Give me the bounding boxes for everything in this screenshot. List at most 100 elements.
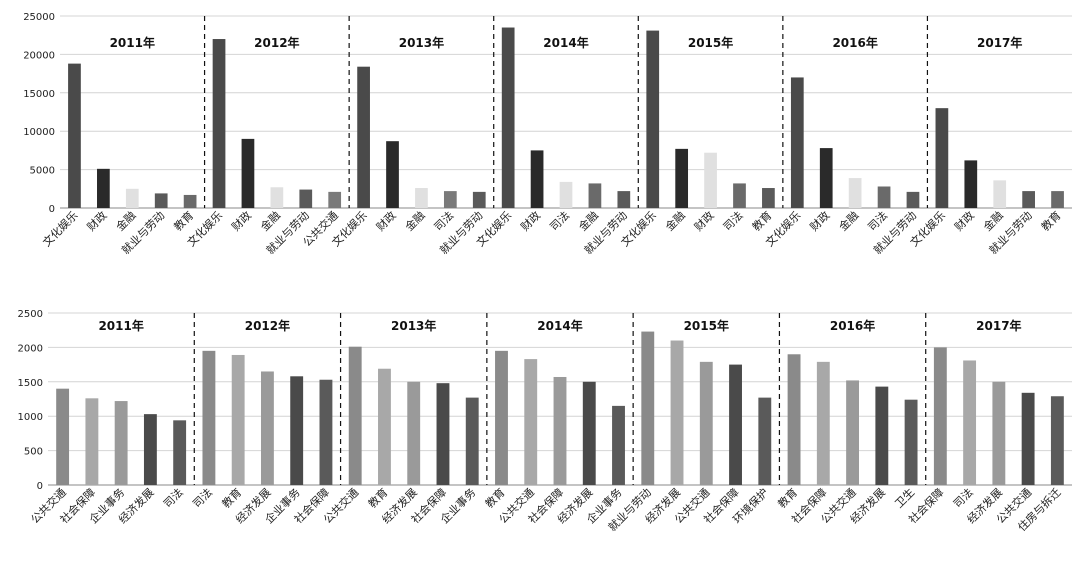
category-label: 财政 — [691, 208, 716, 233]
category-label: 财政 — [518, 208, 543, 233]
category-label: 金融 — [402, 208, 427, 233]
bar — [241, 138, 255, 208]
bar — [933, 347, 947, 485]
y-tick-label: 10000 — [23, 127, 55, 138]
bar — [472, 191, 486, 208]
category-label: 司法 — [547, 208, 572, 233]
category-label: 文化娱乐 — [40, 208, 81, 249]
bar — [260, 371, 274, 485]
category-label: 财政 — [807, 208, 832, 233]
bar — [290, 376, 304, 485]
category-label: 金融 — [113, 208, 138, 233]
bar — [378, 368, 391, 485]
bar — [758, 397, 772, 485]
bar — [173, 420, 187, 485]
bar — [1021, 392, 1035, 485]
bar — [787, 354, 801, 485]
bar — [729, 364, 742, 485]
bar — [154, 193, 168, 208]
category-label: 教育 — [749, 208, 774, 233]
bar — [125, 188, 139, 208]
category-label: 金融 — [258, 208, 283, 233]
category-label: 司法 — [950, 485, 975, 510]
bar — [992, 381, 1006, 485]
bar — [1050, 396, 1064, 485]
category-label: 金融 — [662, 208, 687, 233]
bar — [97, 168, 110, 208]
y-tick-label: 2000 — [18, 343, 43, 354]
y-tick-label: 500 — [24, 447, 43, 458]
category-label: 卫生 — [892, 485, 917, 510]
bar — [846, 380, 860, 485]
category-label: 司法 — [160, 485, 185, 510]
bottom-bar-chart: 050010001500200025002011年公共交通社会保障企业事务经济发… — [18, 309, 1072, 534]
bar — [530, 150, 544, 208]
bar — [270, 187, 284, 208]
bar — [848, 178, 862, 208]
bar — [202, 350, 216, 485]
category-label: 教育 — [1038, 208, 1063, 233]
category-label: 司法 — [865, 208, 890, 233]
year-label: 2017年 — [977, 35, 1022, 50]
bar — [407, 381, 421, 485]
bar — [328, 191, 342, 208]
bar — [670, 340, 684, 485]
year-label: 2016年 — [832, 35, 877, 50]
year-label: 2015年 — [688, 35, 733, 50]
bar — [906, 191, 920, 208]
bar — [231, 354, 245, 485]
bar — [733, 183, 746, 208]
bar — [501, 27, 515, 208]
bar — [443, 191, 457, 208]
y-tick-label: 15000 — [23, 89, 55, 100]
bar — [1051, 191, 1064, 208]
year-label: 2011年 — [110, 35, 155, 50]
bar — [114, 401, 128, 485]
category-label: 司法 — [190, 485, 215, 510]
bar — [964, 160, 978, 208]
year-label: 2017年 — [976, 318, 1021, 333]
bar — [875, 386, 889, 485]
bar — [85, 398, 99, 485]
category-label: 司法 — [720, 208, 745, 233]
category-label: 金融 — [980, 208, 1005, 233]
bar — [819, 148, 833, 208]
bar — [1022, 191, 1035, 208]
y-tick-label: 1000 — [18, 412, 43, 423]
bar — [816, 361, 830, 485]
bar — [699, 361, 713, 485]
bar — [588, 183, 602, 208]
category-label: 教育 — [365, 485, 390, 510]
bar — [495, 350, 508, 485]
bar — [582, 381, 596, 485]
bar — [935, 108, 949, 208]
bar — [415, 188, 428, 208]
category-label: 教育 — [775, 485, 800, 510]
category-label: 金融 — [836, 208, 861, 233]
bar — [704, 152, 717, 208]
bar — [993, 180, 1007, 208]
y-tick-label: 0 — [49, 204, 55, 215]
category-label: 金融 — [576, 208, 601, 233]
y-tick-label: 0 — [37, 481, 43, 492]
bar — [641, 331, 655, 485]
year-label: 2012年 — [245, 318, 290, 333]
bar — [183, 194, 197, 208]
bar — [357, 66, 370, 208]
bar — [56, 388, 70, 485]
category-label: 财政 — [84, 208, 109, 233]
y-tick-label: 5000 — [30, 166, 55, 177]
year-label: 2013年 — [399, 35, 444, 50]
bar — [465, 397, 479, 485]
year-label: 2015年 — [684, 318, 729, 333]
category-label: 财政 — [229, 208, 254, 233]
category-label: 教育 — [219, 485, 244, 510]
year-label: 2013年 — [391, 318, 436, 333]
bar — [553, 376, 567, 485]
bar — [212, 39, 226, 208]
bar — [790, 77, 804, 208]
bar — [904, 399, 918, 485]
year-label: 2014年 — [543, 35, 588, 50]
